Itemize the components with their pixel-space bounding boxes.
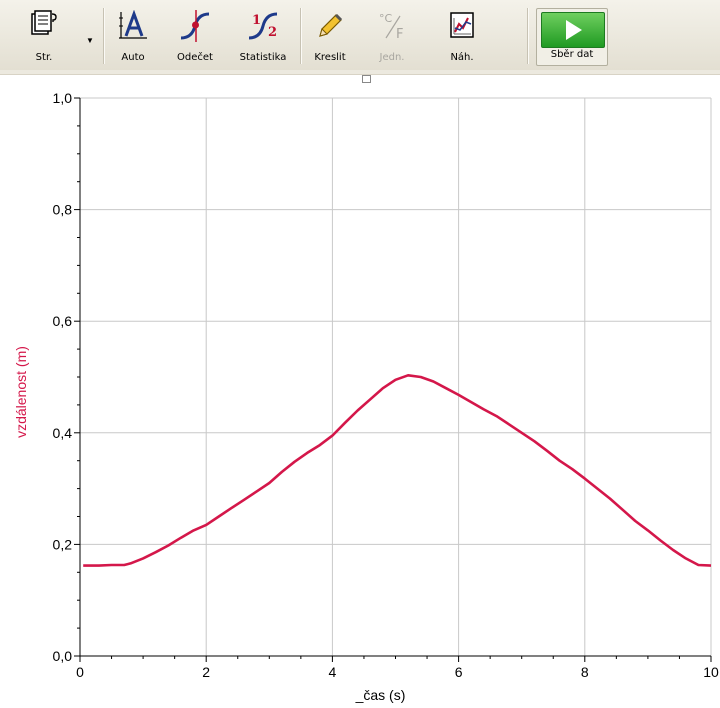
examine-button[interactable]: Odečet [172, 6, 218, 66]
preview-label: Náh. [450, 52, 474, 63]
collect-data-button[interactable]: Sběr dat [536, 8, 608, 66]
collect-play-area [541, 12, 605, 48]
units-glyph-f: F [396, 27, 403, 42]
x-tick-label: 6 [455, 664, 463, 680]
statistics-button[interactable]: 1 2 Statistika [236, 6, 290, 66]
preview-button[interactable]: Náh. [440, 6, 484, 66]
play-icon [566, 20, 582, 40]
y-tick-label: 0,6 [53, 313, 73, 329]
graph[interactable]: 0 2 4 6 8 10 0,0 0,2 0,4 0,6 0,8 1,0 _čas (s) vzdá… [0, 82, 720, 708]
units-glyph-c: °C [379, 12, 393, 25]
toolbar-edge [0, 70, 720, 75]
autoscale-label: Auto [121, 52, 145, 63]
axes-frame [79, 98, 711, 657]
units-button[interactable]: °C F Jedn. [372, 6, 412, 66]
pencil-icon [319, 13, 343, 37]
toolbar-separator [103, 8, 105, 64]
x-tick-labels: 0 2 4 6 8 10 [76, 664, 719, 680]
toolbar: Str. ▼ Auto Odečet 1 2 Statistika [0, 0, 720, 75]
y-tick-label: 0,0 [53, 648, 73, 664]
examine-label: Odečet [177, 52, 213, 63]
page-button[interactable]: Str. [22, 6, 66, 66]
y-tick-labels: 0,0 0,2 0,4 0,6 0,8 1,0 [53, 90, 73, 664]
collect-data-label: Sběr dat [550, 49, 594, 60]
units-label: Jedn. [379, 52, 405, 63]
grid-lines [79, 97, 712, 657]
statistics-icon: 1 2 [248, 12, 278, 40]
draw-button[interactable]: Kreslit [308, 6, 352, 66]
y-tick-label: 0,8 [53, 202, 73, 218]
y-tick-label: 1,0 [53, 90, 73, 106]
x-tick-label: 4 [329, 664, 337, 680]
x-axis-title[interactable]: _čas (s) [355, 687, 406, 703]
pane-resize-handle[interactable] [362, 75, 371, 83]
chevron-down-icon[interactable]: ▼ [86, 36, 94, 45]
distance-series-line[interactable] [83, 374, 712, 567]
preview-icon [450, 12, 474, 38]
units-icon: °C F [379, 12, 403, 42]
x-tick-label: 8 [581, 664, 589, 680]
toolbar-separator [300, 8, 302, 64]
y-tick-label: 0,2 [53, 536, 73, 552]
draw-label: Kreslit [314, 52, 346, 63]
page-label: Str. [35, 52, 53, 63]
autoscale-button[interactable]: Auto [112, 6, 154, 66]
statistics-label: Statistika [239, 52, 287, 63]
examine-icon [180, 10, 210, 42]
stats-glyph-two: 2 [268, 25, 277, 40]
stats-glyph-one: 1 [252, 13, 261, 28]
x-tick-label: 2 [202, 664, 210, 680]
x-tick-label: 10 [703, 664, 719, 680]
autoscale-icon [119, 10, 147, 39]
axis-ticks [74, 97, 712, 662]
page-icon [31, 10, 57, 35]
y-axis-title[interactable]: vzdálenost (m) [13, 346, 29, 438]
toolbar-separator [527, 8, 529, 64]
x-tick-label: 0 [76, 664, 84, 680]
y-tick-label: 0,4 [53, 425, 73, 441]
